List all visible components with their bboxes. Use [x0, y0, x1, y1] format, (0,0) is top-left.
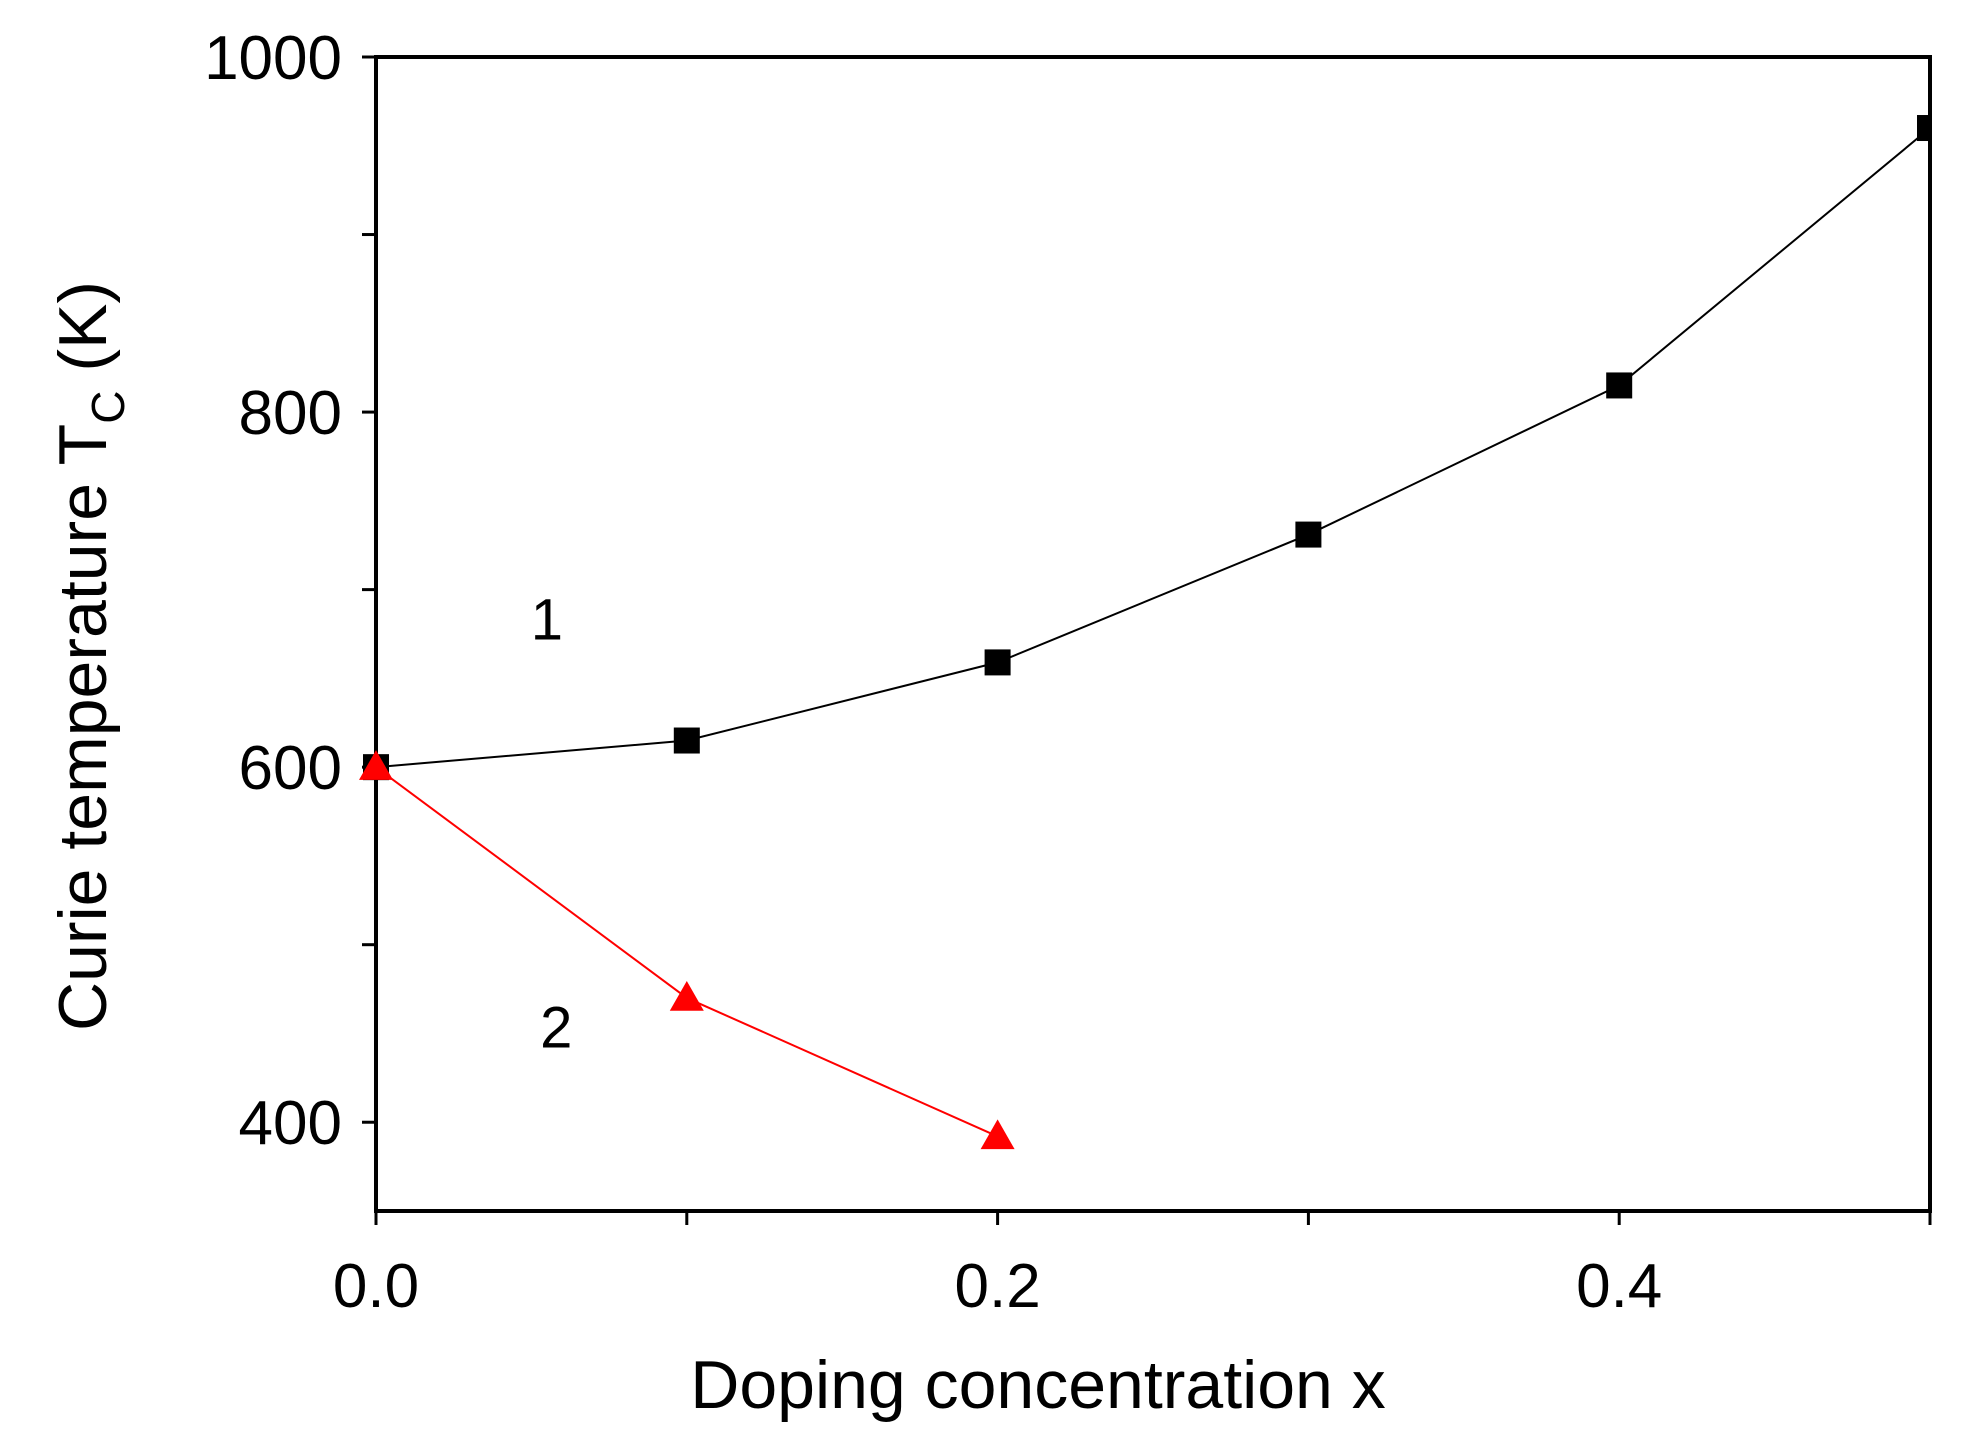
plot-frame [374, 55, 1932, 1213]
series-1-point-4 [1606, 372, 1633, 399]
series-2-label: 2 [540, 996, 572, 1061]
series-1-point-3 [1295, 521, 1322, 548]
y-axis-label: Curie temperature TC (K) [45, 281, 134, 1031]
series-1-line [375, 127, 1931, 769]
x-tick-label-1: 0.2 [954, 1252, 1040, 1321]
x-axis-label: Doping concentration x [690, 1347, 1386, 1423]
series-2-line [375, 766, 999, 1138]
series-2-point-2 [980, 1119, 1015, 1150]
y-tick-label-3: 1000 [204, 24, 342, 93]
x-tick-label-0: 0.0 [333, 1252, 419, 1321]
series-2-point-1 [669, 980, 704, 1011]
y-tick-label-2: 800 [239, 379, 342, 448]
y-axis-label-main: Curie temperature T [45, 424, 121, 1031]
series-1-point-2 [984, 649, 1011, 676]
series-1-point-5 [1917, 115, 1932, 142]
y-axis-label-unit: (K) [45, 281, 121, 391]
y-axis-label-subscript: C [82, 391, 134, 424]
x-tick-label-2: 0.4 [1576, 1252, 1662, 1321]
plot-area: 0.0 0.2 0.4 400 600 800 1000 1 2 [204, 24, 1932, 1321]
series-2-point-0 [359, 750, 393, 780]
y-tick-label-1: 600 [239, 734, 342, 803]
series-1-point-1 [673, 727, 700, 754]
series-1-label: 1 [531, 587, 563, 652]
y-tick-label-0: 400 [239, 1089, 342, 1158]
